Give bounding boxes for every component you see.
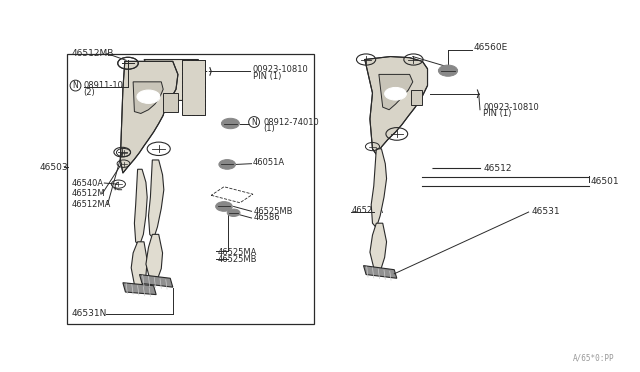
Text: 46501: 46501 bbox=[590, 177, 619, 186]
Polygon shape bbox=[140, 275, 173, 287]
Text: 00923-10810: 00923-10810 bbox=[253, 65, 308, 74]
Text: 46560E: 46560E bbox=[474, 43, 508, 52]
Text: 46512MB: 46512MB bbox=[72, 49, 114, 58]
Polygon shape bbox=[365, 57, 428, 154]
Circle shape bbox=[221, 118, 239, 129]
Text: 46525MB: 46525MB bbox=[218, 255, 257, 264]
Polygon shape bbox=[123, 283, 156, 295]
Text: 46520A: 46520A bbox=[352, 206, 384, 215]
Polygon shape bbox=[411, 90, 422, 105]
Polygon shape bbox=[370, 223, 387, 272]
Circle shape bbox=[216, 202, 232, 211]
Text: 46051A: 46051A bbox=[253, 158, 285, 167]
Text: 46512M: 46512M bbox=[72, 189, 106, 198]
Text: 46540A: 46540A bbox=[72, 179, 104, 187]
Text: 46512MA: 46512MA bbox=[72, 200, 111, 209]
Text: 46531N: 46531N bbox=[72, 310, 107, 318]
Text: (1): (1) bbox=[263, 124, 275, 133]
Polygon shape bbox=[131, 242, 147, 288]
Text: N: N bbox=[252, 118, 257, 126]
Text: 08912-74010: 08912-74010 bbox=[263, 118, 319, 126]
Text: (2): (2) bbox=[83, 88, 95, 97]
Polygon shape bbox=[134, 169, 147, 246]
Circle shape bbox=[227, 209, 240, 217]
Text: N: N bbox=[73, 81, 78, 90]
Polygon shape bbox=[146, 234, 163, 283]
Circle shape bbox=[219, 160, 236, 169]
Text: 00923-10810: 00923-10810 bbox=[483, 103, 539, 112]
Text: 46586: 46586 bbox=[254, 214, 281, 222]
Text: A/65*0:PP: A/65*0:PP bbox=[573, 353, 614, 362]
Circle shape bbox=[438, 65, 458, 76]
Text: 46525MB: 46525MB bbox=[254, 207, 294, 216]
Bar bbox=[67, 54, 314, 324]
Polygon shape bbox=[148, 160, 164, 239]
Text: PIN (1): PIN (1) bbox=[483, 109, 511, 118]
Text: PIN (1): PIN (1) bbox=[253, 72, 281, 81]
Polygon shape bbox=[371, 149, 387, 228]
Text: 46525MA: 46525MA bbox=[218, 248, 257, 257]
Circle shape bbox=[137, 90, 160, 103]
Polygon shape bbox=[120, 61, 178, 173]
Polygon shape bbox=[144, 60, 198, 104]
Circle shape bbox=[419, 164, 432, 172]
Text: 46503: 46503 bbox=[40, 163, 68, 172]
Text: 46512: 46512 bbox=[483, 164, 512, 173]
Polygon shape bbox=[182, 60, 205, 115]
Polygon shape bbox=[379, 74, 413, 110]
Text: 46531: 46531 bbox=[531, 207, 560, 216]
Text: 08911-1082G: 08911-1082G bbox=[83, 81, 140, 90]
Polygon shape bbox=[364, 266, 397, 278]
Circle shape bbox=[385, 87, 406, 100]
Polygon shape bbox=[163, 93, 178, 112]
Polygon shape bbox=[133, 82, 163, 113]
